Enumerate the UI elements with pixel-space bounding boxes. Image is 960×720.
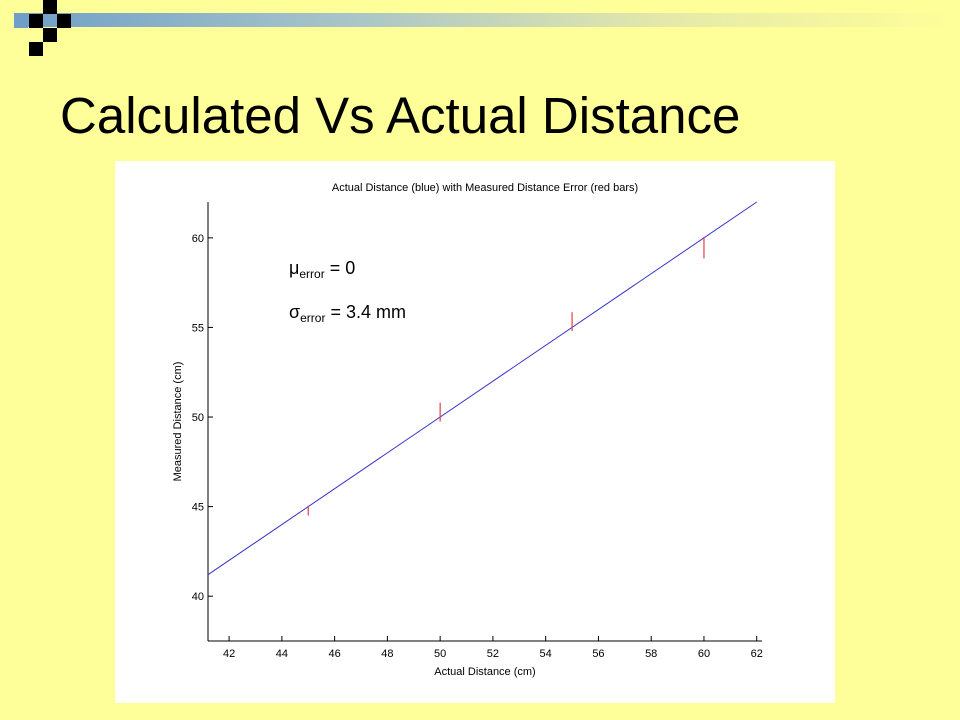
sigma-value: = 3.4 mm bbox=[330, 302, 406, 322]
x-tick-label: 60 bbox=[698, 648, 710, 660]
decorative-square bbox=[29, 14, 43, 28]
slide-title: Calculated Vs Actual Distance bbox=[60, 87, 741, 144]
decorative-square bbox=[57, 14, 71, 28]
mu-value: = 0 bbox=[329, 258, 356, 278]
actual-distance-line bbox=[207, 201, 758, 576]
chart-svg: 42 44 46 48 50 52 54 56 58 60 62 40 45 50 55 60 Actual D… bbox=[172, 182, 763, 678]
x-tick-label: 48 bbox=[381, 648, 393, 660]
y-tick-label: 50 bbox=[192, 412, 204, 424]
decorative-square bbox=[14, 14, 28, 28]
y-axis-label: Measured Distance (cm) bbox=[172, 362, 184, 482]
x-tick-label: 54 bbox=[540, 648, 552, 660]
x-tick-label: 46 bbox=[329, 648, 341, 660]
sigma-symbol: σ bbox=[289, 302, 301, 322]
x-axis-label: Actual Distance (cm) bbox=[434, 666, 535, 678]
y-tick-label: 55 bbox=[192, 322, 204, 334]
x-tick-label: 52 bbox=[487, 648, 499, 660]
x-tick-label: 42 bbox=[223, 648, 235, 660]
x-tick-label: 44 bbox=[276, 648, 288, 660]
sigma-error-annotation: σerror = 3.4 mm bbox=[289, 302, 406, 325]
decorative-square bbox=[43, 0, 57, 14]
mu-error-annotation: μerror = 0 bbox=[289, 258, 355, 281]
y-tick-label: 60 bbox=[192, 233, 204, 245]
x-tick-label: 62 bbox=[751, 648, 763, 660]
decorative-square bbox=[43, 28, 57, 42]
chart-title: Actual Distance (blue) with Measured Dis… bbox=[332, 182, 638, 194]
decorative-square bbox=[29, 42, 43, 56]
x-tick-label: 58 bbox=[645, 648, 657, 660]
sigma-subscript: error bbox=[300, 311, 326, 325]
header-gradient-bar bbox=[14, 13, 960, 27]
y-tick-label: 40 bbox=[192, 591, 204, 603]
mu-subscript: error bbox=[299, 267, 325, 281]
x-tick-label: 50 bbox=[434, 648, 446, 660]
y-tick-label: 45 bbox=[192, 502, 204, 514]
chart-figure: 42 44 46 48 50 52 54 56 58 60 62 40 45 50 55 60 Actual D… bbox=[115, 161, 835, 703]
x-tick-label: 56 bbox=[592, 648, 604, 660]
mu-symbol: μ bbox=[289, 258, 300, 278]
